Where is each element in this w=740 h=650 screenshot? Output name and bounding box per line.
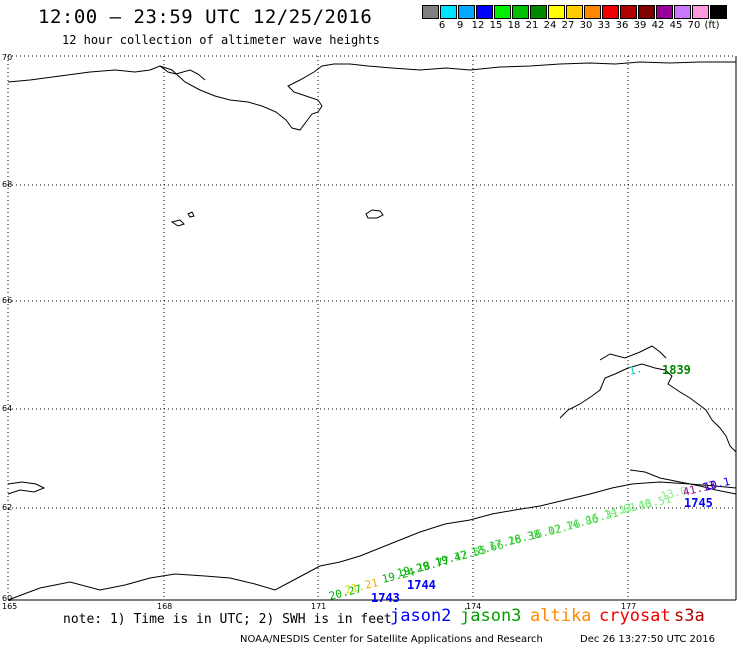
- scale-label: 12: [471, 20, 485, 31]
- scale-swatch: [494, 5, 511, 19]
- st-lawrence-island: [7, 481, 737, 601]
- longitude-label: 171: [311, 602, 326, 611]
- latitude-label: 64: [2, 404, 12, 413]
- scale-label: 39: [633, 20, 647, 31]
- wrangel-island: [365, 209, 384, 219]
- map-frame: [7, 56, 737, 601]
- scale-swatch: [674, 5, 691, 19]
- scale-label: 36: [615, 20, 629, 31]
- scale-label: 9: [456, 20, 464, 31]
- coastlines: [7, 61, 737, 601]
- norton-sound: [599, 345, 667, 361]
- scale-swatch: [440, 5, 457, 19]
- latitude-label: 68: [2, 180, 12, 189]
- pass-time-label: 1745: [684, 496, 713, 510]
- pass-time-label: 1839: [662, 363, 691, 377]
- longitude-label: 165: [2, 602, 17, 611]
- st-lawrence-western-tip: [7, 481, 46, 495]
- chukotka-inlet: [159, 65, 206, 81]
- scale-label: 27: [561, 20, 575, 31]
- longitude-labels: 165 168 171 174 177: [2, 602, 636, 611]
- scale-swatch: [476, 5, 493, 19]
- scale-swatch: [692, 5, 709, 19]
- wave-height-label: 1.: [628, 362, 644, 378]
- scale-label: 30: [579, 20, 593, 31]
- scale-label: 70: [687, 20, 701, 31]
- longitude-label: 174: [466, 602, 481, 611]
- scale-label: 33: [597, 20, 611, 31]
- scale-swatch: [566, 5, 583, 19]
- scale-swatch: [530, 5, 547, 19]
- scale-label: 21: [525, 20, 539, 31]
- satellite-legend-jason2: jason2: [390, 606, 452, 626]
- wave-height-label: 13.0: [660, 484, 689, 503]
- credit-line: NOAA/NESDIS Center for Satellite Applica…: [240, 634, 543, 645]
- scale-swatch: [458, 5, 475, 19]
- satellite-legend-s3a: s3a: [674, 606, 705, 626]
- island-medium: [187, 211, 195, 218]
- latitude-label: 62: [2, 503, 12, 512]
- seward-peninsula: [559, 363, 737, 453]
- island-small: [170, 219, 185, 227]
- scale-label: 42: [651, 20, 665, 31]
- wave-height-label: 21: [364, 576, 380, 592]
- footer-note: note: 1) Time is in UTC; 2) SWH is in fe…: [63, 612, 392, 627]
- wave-height-label: 21.: [344, 579, 366, 596]
- scale-swatch: [584, 5, 601, 19]
- map-subtitle: 12 hour collection of altimeter wave hei…: [62, 33, 380, 47]
- scale-unit: (ft): [704, 20, 720, 31]
- satellite-legend-altika: altika: [530, 606, 592, 626]
- scale-swatch: [638, 5, 655, 19]
- wave-height-color-scale: 6 9 12 15 18 21 24 27 30 33 36 39 42 45 70 (ft): [422, 5, 728, 33]
- scale-swatch: [548, 5, 565, 19]
- scale-swatch: [512, 5, 529, 19]
- pass-time-label: 1743: [371, 591, 400, 605]
- nunivak-coast: [629, 469, 737, 495]
- pass-time-label: 1744: [407, 578, 436, 592]
- latitude-label: 60: [2, 594, 12, 603]
- scale-swatch: [602, 5, 619, 19]
- graticule-lines: [8, 55, 736, 600]
- satellite-legend-jason3: jason3: [460, 606, 522, 626]
- scale-label: 18: [507, 20, 521, 31]
- scale-label: 15: [489, 20, 503, 31]
- scale-swatch: [710, 5, 727, 19]
- latitude-label: 70: [2, 53, 12, 62]
- scale-label: 6: [438, 20, 446, 31]
- scale-swatch: [656, 5, 673, 19]
- longitude-label: 177: [621, 602, 636, 611]
- scale-label: 45: [669, 20, 683, 31]
- scale-swatch: [620, 5, 637, 19]
- pass-time-labels: 1743 1744 1745 1839: [371, 363, 713, 605]
- generated-timestamp: Dec 26 13:27:50 UTC 2016: [580, 634, 715, 645]
- chukotka-north-coast: [7, 61, 736, 131]
- longitude-label: 168: [157, 602, 172, 611]
- scale-label: 24: [543, 20, 557, 31]
- satellite-legend-cryosat: cryosat: [599, 606, 671, 626]
- latitude-label: 66: [2, 296, 12, 305]
- wave-height-label: 10.1: [703, 475, 732, 494]
- scale-swatch: [422, 5, 439, 19]
- map-title: 12:00 – 23:59 UTC 12/25/2016: [38, 6, 373, 28]
- latitude-labels: 70 68 66 64 62 60: [2, 53, 12, 603]
